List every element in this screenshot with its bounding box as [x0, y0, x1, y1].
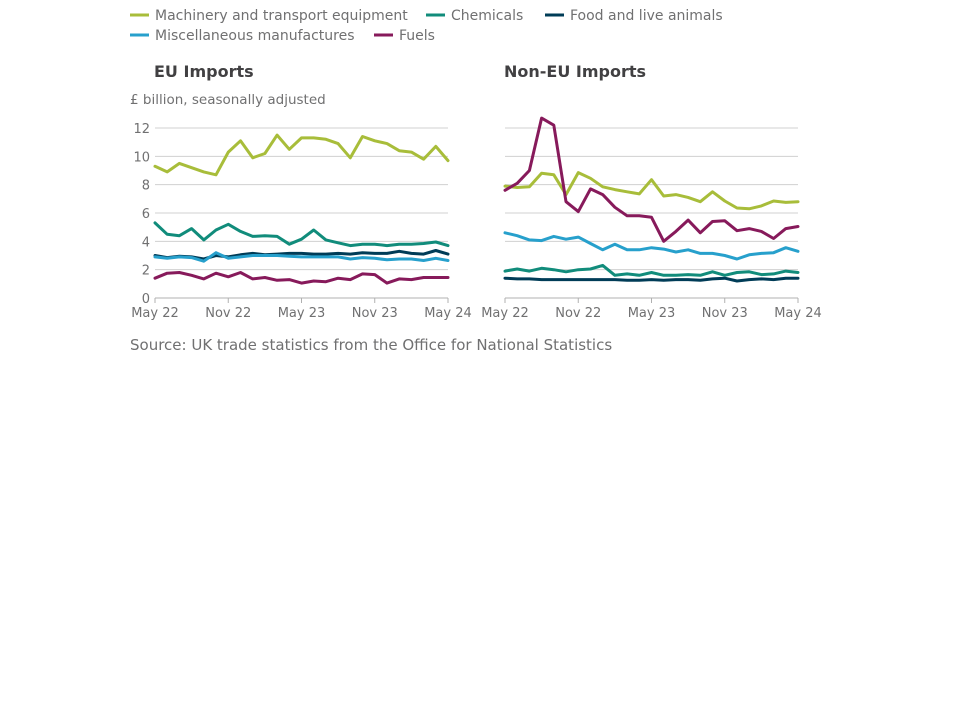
legend-item: Miscellaneous manufactures [130, 28, 355, 44]
series-line-chemicals [503, 263, 800, 277]
legend-label: Miscellaneous manufactures [155, 28, 355, 44]
series-line-food-and-live-animals [153, 249, 450, 261]
source-note: Source: UK trade statistics from the Off… [130, 336, 612, 354]
legend-label: Chemicals [451, 8, 523, 24]
x-tick-label: May 22 [131, 306, 179, 321]
legend-item: Food and live animals [545, 8, 723, 24]
non-eu-imports-panel: Non-EU Imports May 22 Nov 22 May 23 Nov 23 Ma… [481, 62, 822, 321]
y-axis-label: £ billion, seasonally adjusted [130, 92, 326, 108]
y-tick-label: 4 [142, 235, 150, 250]
y-tick-label: 6 [142, 207, 150, 222]
x-tick-label: May 22 [481, 306, 529, 321]
series-line-fuels [503, 116, 800, 243]
series-line-machinery-and-transport-equipment [153, 133, 450, 177]
x-tick-label: Nov 22 [555, 306, 601, 321]
legend-label: Machinery and transport equipment [155, 8, 408, 24]
x-tick-label: May 24 [424, 306, 472, 321]
x-tick-label: Nov 23 [702, 306, 748, 321]
eu-imports-panel: EU Imports £ billion, seasonally adjusted… [130, 62, 472, 321]
series-line-fuels [153, 271, 450, 285]
panel-title: Non-EU Imports [504, 62, 646, 81]
legend-label: Fuels [399, 28, 435, 44]
legend-item: Machinery and transport equipment [130, 8, 408, 24]
legend-item: Chemicals [426, 8, 523, 24]
y-tick-label: 10 [133, 150, 150, 165]
y-tick-label: 2 [142, 264, 150, 279]
legend-item: Fuels [374, 28, 435, 44]
x-tick-label: May 24 [774, 306, 822, 321]
series-line-chemicals [153, 221, 450, 248]
x-tick-label: May 23 [628, 306, 676, 321]
y-tick-label: 0 [142, 292, 150, 307]
y-tick-label: 12 [133, 122, 150, 137]
series-line-food-and-live-animals [503, 276, 800, 283]
legend-label: Food and live animals [570, 8, 723, 24]
panel-title: EU Imports [154, 62, 254, 81]
x-tick-label: Nov 23 [352, 306, 398, 321]
x-tick-label: Nov 22 [205, 306, 251, 321]
series-line-miscellaneous-manufactures [153, 251, 450, 263]
series-line-machinery-and-transport-equipment [503, 171, 800, 211]
x-tick-label: May 23 [278, 306, 326, 321]
series-line-miscellaneous-manufactures [503, 231, 800, 261]
y-tick-label: 8 [142, 179, 150, 194]
legend: Machinery and transport equipment Chemica… [130, 8, 723, 44]
